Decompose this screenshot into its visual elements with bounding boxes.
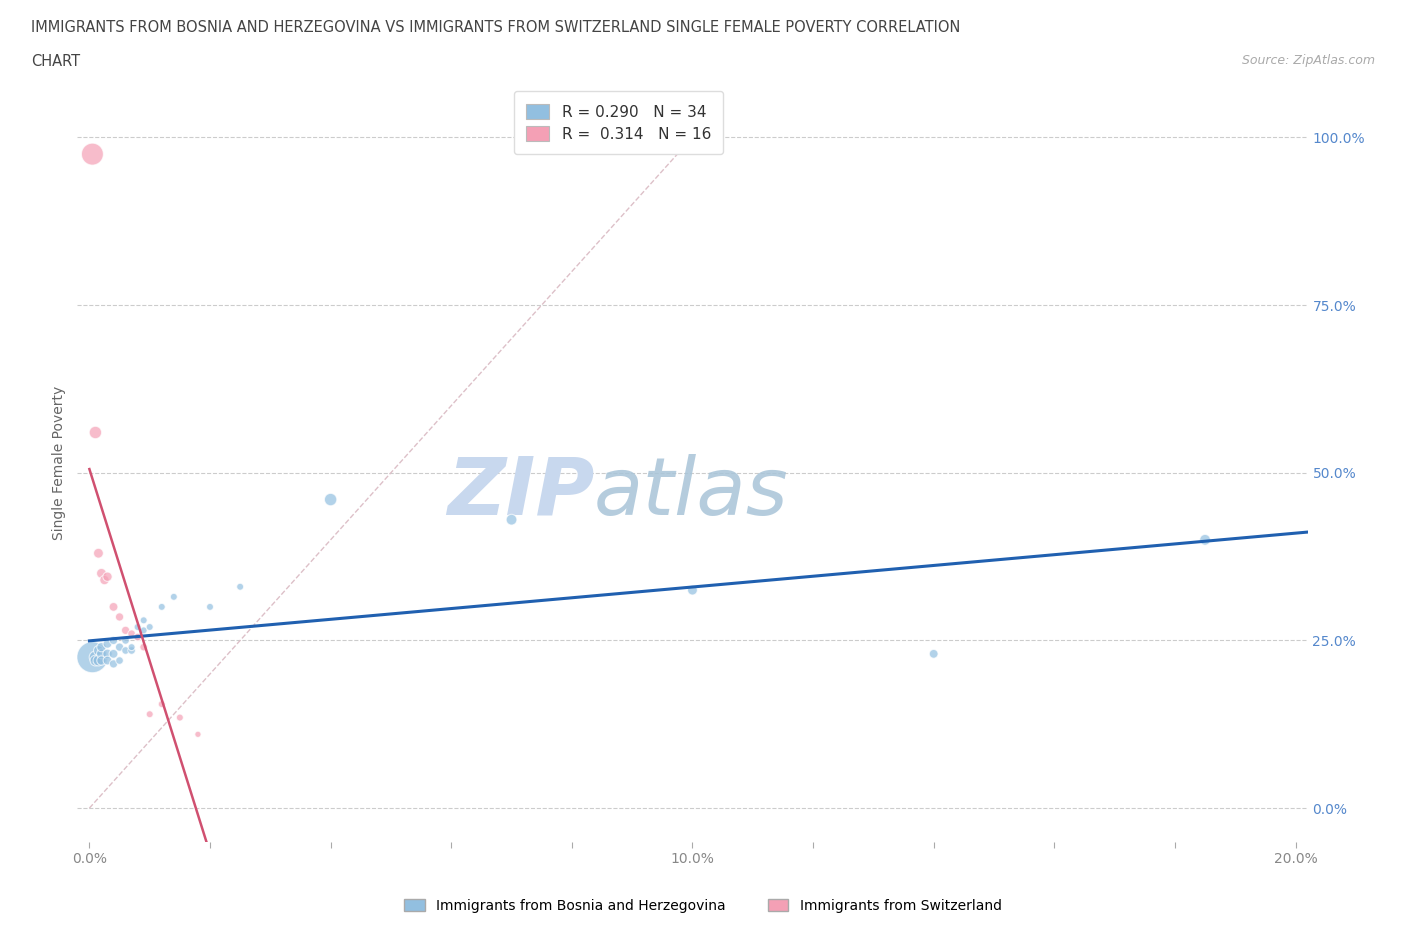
- Point: [108, 609, 131, 624]
- Point: [169, 711, 191, 725]
- Point: [103, 646, 125, 661]
- Point: [150, 697, 173, 711]
- Point: [90, 646, 112, 661]
- Point: [103, 633, 125, 648]
- Legend: Immigrants from Bosnia and Herzegovina, Immigrants from Switzerland: Immigrants from Bosnia and Herzegovina, …: [399, 894, 1007, 919]
- Point: [229, 579, 252, 594]
- Point: [87, 546, 110, 561]
- Text: ZIP: ZIP: [447, 454, 595, 532]
- Point: [90, 640, 112, 655]
- Text: IMMIGRANTS FROM BOSNIA AND HERZEGOVINA VS IMMIGRANTS FROM SWITZERLAND SINGLE FEM: IMMIGRANTS FROM BOSNIA AND HERZEGOVINA V…: [31, 20, 960, 35]
- Point: [127, 630, 149, 644]
- Point: [87, 643, 110, 658]
- Point: [121, 640, 143, 655]
- Point: [138, 619, 160, 634]
- Point: [84, 650, 107, 665]
- Point: [682, 583, 704, 598]
- Point: [103, 600, 125, 615]
- Point: [127, 630, 149, 644]
- Point: [90, 653, 112, 668]
- Point: [90, 566, 112, 581]
- Point: [319, 492, 342, 507]
- Point: [198, 600, 221, 615]
- Point: [1194, 532, 1216, 547]
- Point: [93, 573, 115, 588]
- Point: [132, 613, 155, 628]
- Point: [96, 569, 118, 584]
- Point: [163, 590, 186, 604]
- Point: [114, 643, 136, 658]
- Point: [114, 623, 136, 638]
- Legend: R = 0.290   N = 34, R =  0.314   N = 16: R = 0.290 N = 34, R = 0.314 N = 16: [515, 91, 723, 153]
- Point: [132, 640, 155, 655]
- Point: [82, 147, 104, 162]
- Point: [138, 707, 160, 722]
- Point: [84, 653, 107, 668]
- Point: [82, 650, 104, 665]
- Text: atlas: atlas: [595, 454, 789, 532]
- Point: [121, 626, 143, 641]
- Point: [108, 653, 131, 668]
- Point: [127, 619, 149, 634]
- Point: [114, 633, 136, 648]
- Point: [103, 657, 125, 671]
- Point: [501, 512, 523, 527]
- Point: [150, 600, 173, 615]
- Point: [96, 653, 118, 668]
- Text: Source: ZipAtlas.com: Source: ZipAtlas.com: [1241, 54, 1375, 67]
- Point: [96, 636, 118, 651]
- Y-axis label: Single Female Poverty: Single Female Poverty: [52, 386, 66, 539]
- Point: [922, 646, 945, 661]
- Point: [132, 623, 155, 638]
- Point: [84, 425, 107, 440]
- Text: CHART: CHART: [31, 54, 80, 69]
- Point: [121, 643, 143, 658]
- Point: [108, 640, 131, 655]
- Point: [187, 727, 209, 742]
- Point: [87, 653, 110, 668]
- Point: [96, 646, 118, 661]
